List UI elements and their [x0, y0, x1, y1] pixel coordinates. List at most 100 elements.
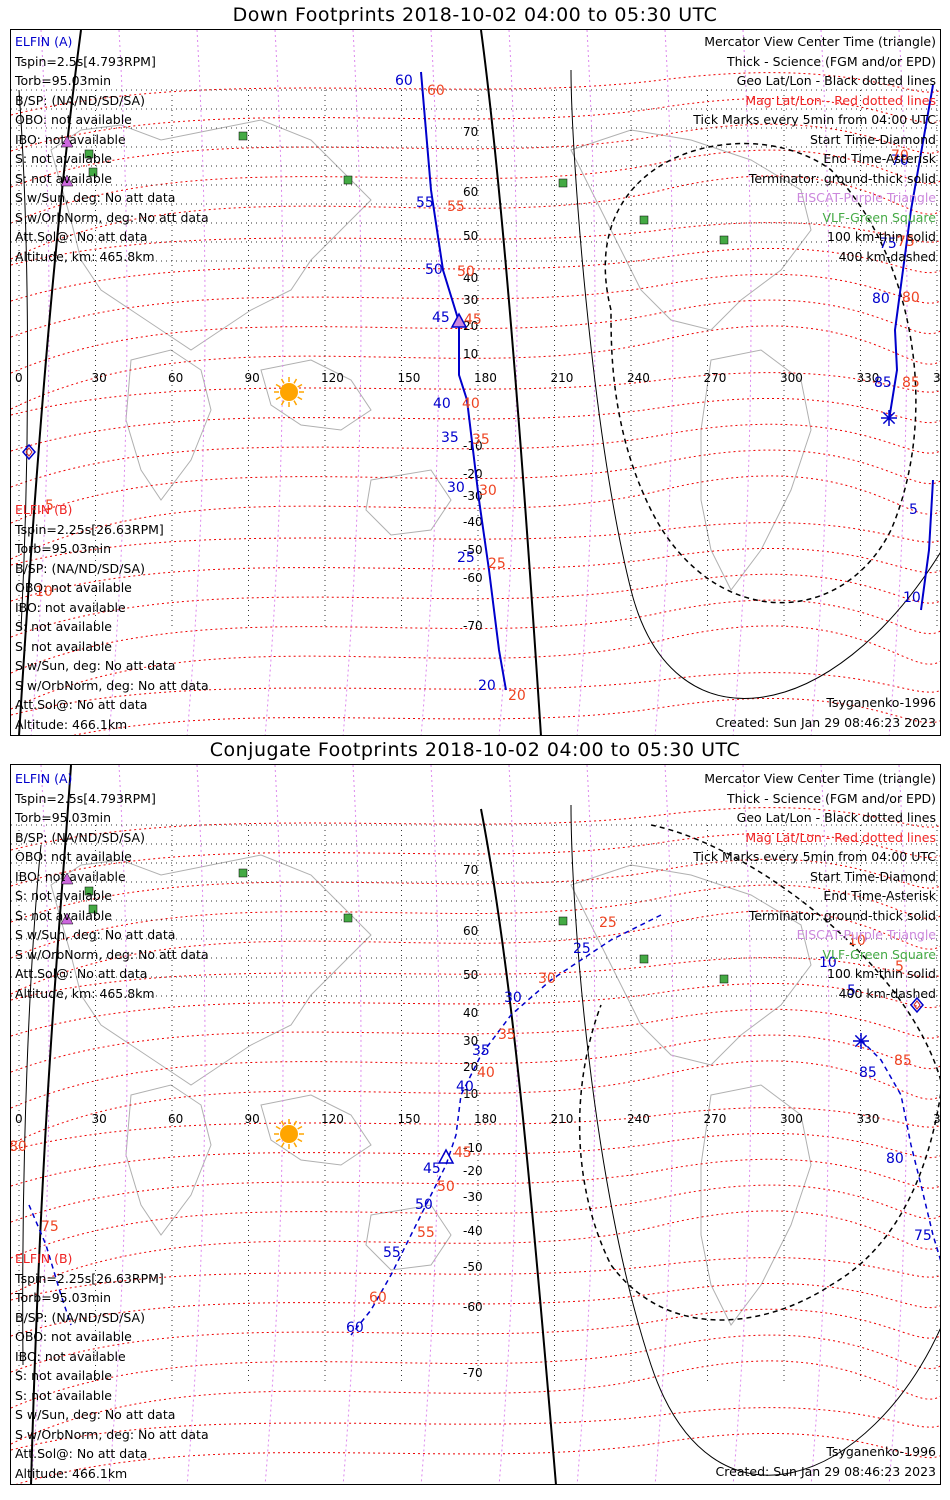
mag-lon-line	[810, 765, 830, 1484]
mag-lon-line	[654, 30, 674, 735]
lon-label: 300	[780, 1112, 803, 1126]
lat-label: -60	[463, 571, 483, 585]
center-time-triangle-icon	[450, 312, 468, 328]
legend-science: Thick - Science (FGM and/or EPD)	[727, 790, 936, 806]
legend-science: Thick - Science (FGM and/or EPD)	[727, 53, 936, 69]
mag-lat-line	[11, 97, 940, 152]
elfin-b-tick-label: 25	[599, 915, 617, 931]
mag-lon-line	[264, 30, 284, 735]
mag-lat-line	[11, 1257, 940, 1301]
elfin-a-tick-label: 45	[423, 1161, 441, 1177]
elfin-b-bsp: B/SP: (NA/ND/SD/SA)	[15, 1309, 145, 1325]
coastline-0	[50, 119, 372, 351]
elfin-b-tick-label: 30	[479, 483, 497, 499]
lat-label: 70	[463, 863, 478, 877]
vlf-station-icon	[639, 954, 649, 964]
elfin-a-tick-label: 70	[891, 153, 909, 169]
legend-end-time: End Time-Asterisk	[823, 151, 936, 166]
mag-lon-line	[420, 765, 440, 1484]
elfin-b-tick-label: 35	[498, 1027, 516, 1043]
elfin-b-tick-label: 50	[437, 1179, 455, 1195]
mag-lon-line	[108, 765, 128, 1484]
lat-label: 50	[463, 968, 478, 982]
lat-label: 60	[463, 185, 478, 199]
lat-label: 10	[463, 1087, 478, 1101]
elfin-b-info: ELFIN (B) Tspin=2.25s[26.63RPM] Torb=95.…	[15, 500, 209, 734]
elfin-b-tick-label: 30	[538, 971, 556, 987]
terminator-line	[480, 30, 542, 735]
legend-eiscat: EISCAT-Purple Triangle	[796, 190, 936, 205]
elfin-b-attsol: Att.Sol@: No att data	[15, 697, 148, 712]
sun-ray	[297, 396, 303, 401]
sun-ray	[293, 1142, 298, 1148]
lon-label: 300	[780, 371, 803, 385]
sun-icon	[280, 383, 298, 401]
mag-lon-line	[654, 765, 674, 1484]
elfin-a-attsol: Att.Sol@: No att data	[15, 229, 148, 244]
elfin-b-tick-label: 5	[895, 959, 904, 975]
lat-label: -10	[463, 1141, 483, 1155]
elfin-a-tick-label: 5	[909, 502, 918, 518]
mag-lon-line	[888, 30, 908, 735]
sun-ray	[293, 378, 298, 384]
elfin-b-attsol: Att.Sol@: No att data	[15, 1446, 148, 1461]
lat-label: 40	[463, 1006, 478, 1020]
elfin-a-track	[28, 1204, 72, 1326]
lat-label: -70	[463, 619, 483, 633]
vlf-station-icon	[238, 868, 248, 878]
lat-label: -50	[463, 1260, 483, 1274]
mag-lon-line	[30, 30, 50, 735]
model-label: Tsyganenko-1996	[826, 695, 936, 710]
legend-geo-grid: Geo Lat/Lon - Black dotted lines	[736, 73, 936, 88]
elfin-a-tick-label: 75	[879, 236, 897, 252]
lon-label: 0	[15, 1112, 23, 1126]
model-label: Tsyganenko-1996	[826, 1444, 936, 1459]
elfin-b-tspin: Tspin=2.25s[26.63RPM]	[15, 521, 164, 537]
elfin-b-sworb: S w/OrbNorm, deg: No att data	[15, 1426, 209, 1442]
mag-lat-line	[11, 672, 940, 716]
mag-lon-line	[186, 30, 206, 735]
sun-ray	[297, 383, 303, 388]
end-time-asterisk-icon	[854, 1034, 868, 1048]
eiscat-triangle-icon	[60, 135, 74, 148]
conjugate-footprints-title: Conjugate Footprints 2018-10-02 04:00 to…	[209, 739, 741, 761]
eiscat-triangle-icon	[60, 912, 74, 925]
lat-label: 30	[463, 1034, 478, 1048]
down-footprints-map: 0 30 60 90 120 150 180 210 240 270 300 330 360 70 60 50…	[11, 30, 940, 735]
elfin-b-tick-label: 50	[457, 264, 475, 280]
coastline-1	[125, 349, 212, 501]
elfin-b-ibo: IBO: not available	[15, 599, 126, 615]
lat-label: 10	[463, 347, 478, 361]
elfin-b-tick-label: 10	[35, 584, 53, 600]
elfin-a-tick-label: 5	[847, 983, 856, 999]
elfin-a-tick-label: 50	[425, 262, 443, 278]
mag-lat-line	[11, 397, 940, 452]
elfin-a-tick-label: 80	[872, 291, 890, 307]
legend-terminator: Terminator: ground-thick solid	[748, 907, 936, 923]
terminator-line	[30, 765, 72, 1484]
mag-lat-line	[11, 123, 940, 188]
elfin-b-tick-label: 80	[11, 1139, 27, 1155]
vlf-station-icon	[343, 913, 353, 923]
eiscat-triangle-icon	[60, 174, 74, 187]
coastline-5	[700, 349, 812, 591]
legend-400km: 400 km-dashed	[838, 985, 936, 1001]
elfin-a-tick-label: 30	[447, 480, 465, 496]
vlf-station-icon	[84, 886, 94, 896]
lat-label: -30	[463, 1190, 483, 1204]
elfin-a-sworb: S w/OrbNorm, deg: No att data	[15, 209, 209, 225]
coastline-2	[260, 1094, 372, 1166]
elfin-a-tspin: Tspin=2.5s[4.793RPM]	[15, 790, 156, 806]
lat-label: -50	[463, 543, 483, 557]
elfin-a-tick-label: 50	[415, 1197, 433, 1213]
elfin-a-tick-label: 45	[432, 310, 450, 326]
elfin-a-tick-label: 25	[457, 550, 475, 566]
lon-label: 90	[245, 371, 260, 385]
elfin-a-s1: S: not available	[15, 151, 112, 166]
elfin-b-tick-label: 10	[848, 933, 866, 949]
contour-100km	[18, 89, 29, 631]
lon-label: 210	[551, 1112, 574, 1126]
lon-label: 120	[321, 371, 344, 385]
lon-label: 150	[398, 1112, 421, 1126]
elfin-b-obo: OBO: not available	[15, 580, 132, 595]
